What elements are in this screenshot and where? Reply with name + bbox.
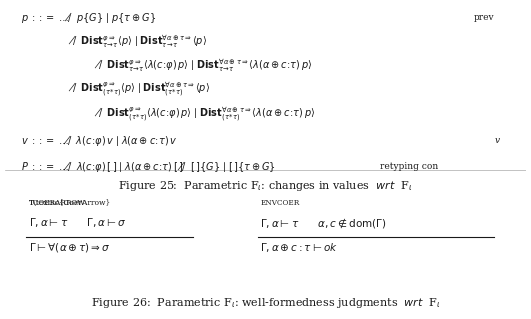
Text: $p\;::=\;\ldots\;\not\!\!/\;\;p\{G\}\mid p\{\tau\oplus G\}$: $p\;::=\;\ldots\;\not\!\!/\;\;p\{G\}\mid… [21, 10, 156, 25]
Text: Figure 26:  Parametric F$_\iota$: well-formedness judgments  $\mathit{wrt}$  F$_: Figure 26: Parametric F$_\iota$: well-fo… [91, 296, 440, 310]
Text: $\Gamma,\alpha\oplus c:\tau\vdash ok$: $\Gamma,\alpha\oplus c:\tau\vdash ok$ [260, 241, 338, 254]
Text: $v\;::=\;\ldots\;\not\!\!/\;\;\lambda(c\!:\!\varphi)\,v\mid\lambda(\alpha\oplus : $v\;::=\;\ldots\;\not\!\!/\;\;\lambda(c\… [21, 133, 177, 148]
Text: $\not\!\!/\;\;\mathbf{Dist}^{\varphi\Rightarrow}_{(\tau\!*\!\tau)}\langle p\rang: $\not\!\!/\;\;\mathbf{Dist}^{\varphi\Rig… [68, 81, 210, 99]
Text: v: v [494, 136, 500, 145]
Text: $P\;::=\;\ldots\;\not\!\!/\;\;\lambda(c\!:\!\varphi)\,[\,]\mid\lambda(\alpha\opl: $P\;::=\;\ldots\;\not\!\!/\;\;\lambda(c\… [21, 159, 276, 174]
Text: $\not\!\!/\;\;\mathbf{Dist}^{\varphi\Rightarrow}_{(\tau\!*\!\tau)}\langle\lambda: $\not\!\!/\;\;\mathbf{Dist}^{\varphi\Rig… [94, 105, 315, 124]
Text: $\not\!\!/\;\;\mathbf{Dist}^{\varphi\Rightarrow}_{\tau\!\to\!\tau}\langle p\rang: $\not\!\!/\;\;\mathbf{Dist}^{\varphi\Rig… [68, 33, 207, 50]
Text: $\Gamma,\alpha\vdash\tau\qquad\alpha,c\notin\mathrm{dom}(\Gamma)$: $\Gamma,\alpha\vdash\tau\qquad\alpha,c\n… [260, 216, 387, 230]
Text: prev: prev [474, 13, 494, 22]
Text: TCOERARROW: TCOERARROW [29, 199, 85, 207]
Text: retyping con: retyping con [380, 162, 438, 171]
Text: T\textsc{CoerArrow}: T\textsc{CoerArrow} [29, 199, 111, 207]
Text: $\Gamma,\alpha\vdash\tau\qquad\Gamma,\alpha\vdash\sigma$: $\Gamma,\alpha\vdash\tau\qquad\Gamma,\al… [29, 216, 126, 229]
Text: ENVCOER: ENVCOER [260, 199, 299, 207]
Text: Figure 25:  Parametric F$_\iota$: changes in values  $\mathit{wrt}$  F$_\iota$: Figure 25: Parametric F$_\iota$: changes… [118, 179, 413, 193]
Text: $\not\!\!/\;\;\mathbf{Dist}^{\varphi\Rightarrow}_{\tau\!\to\!\tau}\langle\lambda: $\not\!\!/\;\;\mathbf{Dist}^{\varphi\Rig… [94, 57, 312, 74]
Text: $\Gamma\vdash\forall(\alpha\oplus\tau)\Rightarrow\sigma$: $\Gamma\vdash\forall(\alpha\oplus\tau)\R… [29, 241, 110, 254]
